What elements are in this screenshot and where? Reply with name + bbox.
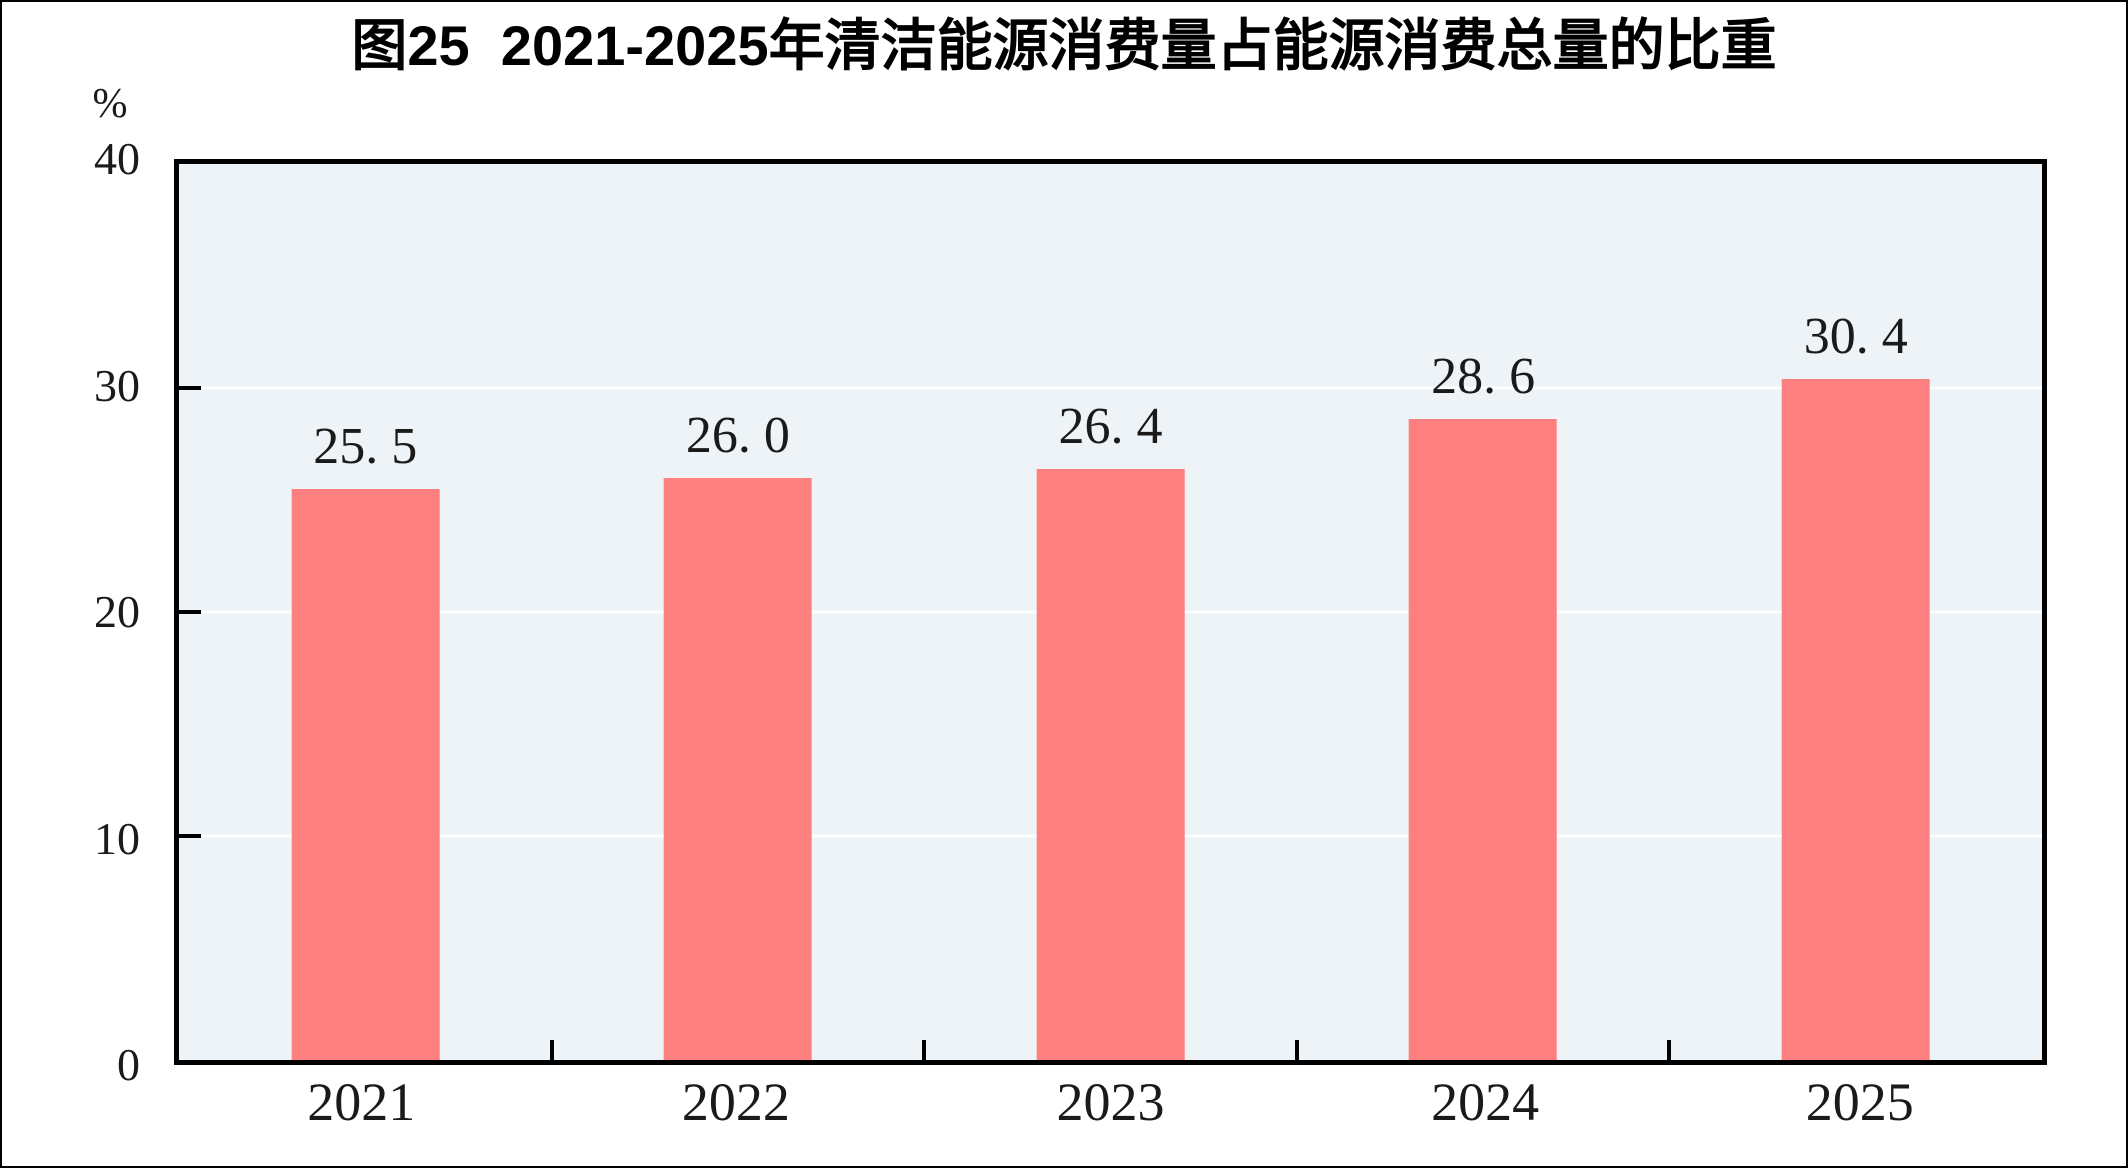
- x-axis-label-2024: 2024: [1431, 1072, 1540, 1132]
- gridline-30: [179, 386, 2042, 390]
- bar-value-label-2023: 26. 4: [1058, 397, 1163, 455]
- bar-2024: [1409, 419, 1558, 1060]
- y-axis-label-40: 40: [94, 133, 140, 184]
- x-tick-2: [922, 1040, 927, 1060]
- x-tick-1: [549, 1040, 554, 1060]
- y-axis-label-10: 10: [94, 812, 140, 864]
- x-axis-label-2022: 2022: [681, 1072, 790, 1132]
- y-axis-label-0: 0: [117, 1039, 140, 1090]
- bar-slot-2021: 25. 5: [179, 164, 552, 1060]
- x-axis-label-2023: 2023: [1056, 1072, 1165, 1132]
- bar-value-label-2021: 25. 5: [313, 417, 418, 475]
- y-axis-label-30: 30: [94, 359, 140, 411]
- bar-2023: [1036, 468, 1185, 1060]
- y-axis-unit-label: %: [92, 81, 128, 127]
- bar-value-label-2025: 30. 4: [1803, 308, 1908, 366]
- plot-area: 25. 5 26. 0 26. 4 28. 6 30. 4: [174, 159, 2047, 1065]
- y-tick-20: [179, 610, 201, 614]
- bar-2022: [663, 477, 812, 1060]
- x-tick-3: [1294, 1040, 1299, 1060]
- y-tick-10: [179, 834, 201, 838]
- y-tick-30: [179, 386, 201, 390]
- x-axis-label-2025: 2025: [1805, 1072, 1914, 1132]
- x-axis-label-2021: 2021: [307, 1072, 416, 1132]
- x-axis: 2021 2022 2023 2024 2025: [174, 1072, 2047, 1142]
- bar-value-label-2024: 28. 6: [1431, 348, 1536, 406]
- bar-slot-2024: 28. 6: [1297, 164, 1670, 1060]
- bar-2021: [291, 488, 440, 1060]
- bar-slot-2023: 26. 4: [924, 164, 1297, 1060]
- bar-2025: [1781, 379, 1930, 1060]
- bar-slot-2022: 26. 0: [552, 164, 925, 1060]
- y-axis-label-20: 20: [94, 586, 140, 637]
- bar-value-label-2022: 26. 0: [685, 406, 790, 464]
- y-axis: 0 10 20 30 40: [30, 136, 140, 1088]
- bar-slot-2025: 30. 4: [1669, 164, 2042, 1060]
- x-tick-4: [1667, 1040, 1672, 1060]
- chart-title: 图25 2021-2025年清洁能源消费量占能源消费总量的比重: [351, 14, 1777, 77]
